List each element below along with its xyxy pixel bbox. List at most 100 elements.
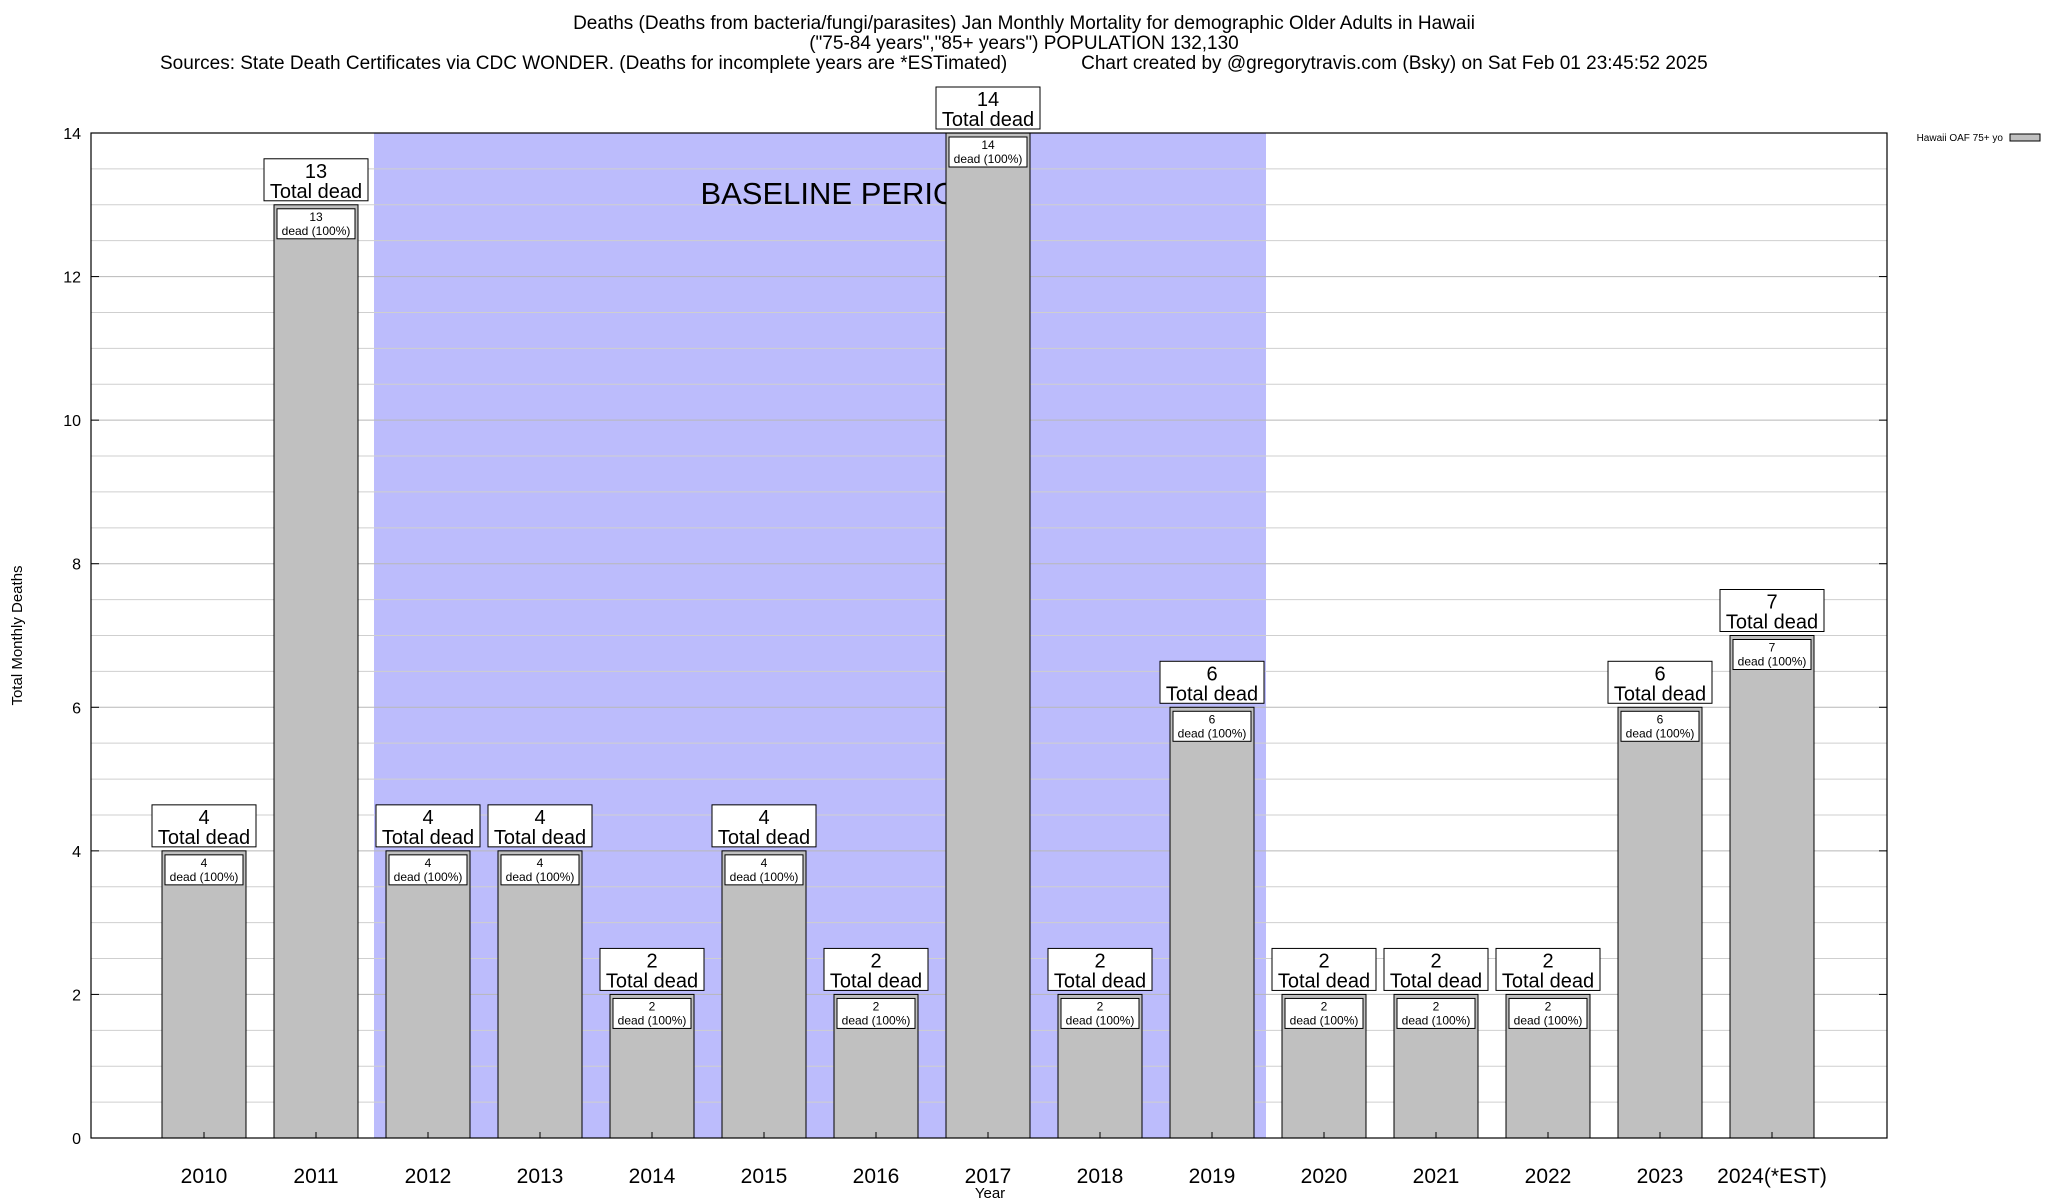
- bar-inner-label-box: [1060, 997, 1140, 1029]
- bar-inner-percent-label: dead (100%): [1626, 726, 1695, 740]
- legend-label: Hawaii OAF 75+ yo: [1917, 133, 2004, 144]
- bar-total-label-box: [599, 947, 705, 991]
- bar-total-value-label: 13: [305, 161, 327, 183]
- bar-inner-label-box: [1508, 997, 1588, 1029]
- bar-total-label-box: [375, 804, 481, 848]
- bar-2010: [161, 850, 247, 1139]
- bar-inner-label-box: [612, 997, 692, 1029]
- bar-inner-label-box: [1732, 639, 1812, 670]
- x-tick-label: 2013: [517, 1165, 564, 1188]
- chart-source-credit-line: Sources: State Death Certificates via CD…: [160, 53, 1708, 74]
- x-tick-label: 2022: [1525, 1165, 1572, 1188]
- bar-inner-label-box: [1396, 997, 1476, 1029]
- bar-inner-value-label: 2: [873, 999, 880, 1013]
- bar-inner-label-box: [164, 854, 244, 886]
- bar-total-value-label: 4: [422, 807, 433, 829]
- bar-total-label-box: [1047, 947, 1153, 991]
- y-tick-label: 4: [72, 844, 81, 861]
- bar-total-text-label: Total dead: [382, 827, 474, 849]
- bar-total-label-box: [823, 947, 929, 991]
- bar-total-label-box: [711, 804, 817, 848]
- bar-inner-percent-label: dead (100%): [1178, 726, 1247, 740]
- plot-frame: [90, 132, 1888, 1139]
- bar-inner-label-box: [276, 208, 356, 240]
- bar-total-label-box: [1719, 589, 1825, 632]
- x-tick-label: 2024(*EST): [1717, 1165, 1827, 1188]
- x-tick-label: 2019: [1189, 1165, 1236, 1188]
- bar-inner-percent-label: dead (100%): [730, 870, 799, 884]
- bar-total-value-label: 7: [1766, 592, 1777, 614]
- bar-inner-label-box: [948, 136, 1028, 168]
- baseline-period-label: BASELINE PERIOD: [700, 176, 979, 211]
- bar-2013: [497, 850, 583, 1139]
- bar-2023: [1617, 706, 1703, 1139]
- x-tick-label: 2020: [1301, 1165, 1348, 1188]
- bar-inner-value-label: 7: [1769, 641, 1776, 655]
- bar-inner-value-label: 4: [201, 856, 208, 870]
- bar-inner-value-label: 4: [761, 856, 768, 870]
- bar-total-text-label: Total dead: [1054, 970, 1146, 992]
- bar-total-text-label: Total dead: [830, 970, 922, 992]
- bar-inner-percent-label: dead (100%): [842, 1013, 911, 1027]
- bar-total-text-label: Total dead: [270, 181, 362, 203]
- bar-total-value-label: 2: [1094, 950, 1105, 972]
- x-tick-label: 2016: [853, 1165, 900, 1188]
- bar-2015: [721, 850, 807, 1139]
- bar-inner-value-label: 6: [1209, 712, 1216, 726]
- bar-total-value-label: 6: [1206, 663, 1217, 685]
- y-tick-label: 8: [72, 557, 81, 574]
- bar-total-text-label: Total dead: [494, 827, 586, 849]
- bar-inner-label-box: [836, 997, 916, 1029]
- x-tick-label: 2017: [965, 1165, 1012, 1188]
- bar-inner-percent-label: dead (100%): [1066, 1013, 1135, 1027]
- x-tick-label: 2015: [741, 1165, 788, 1188]
- bar-total-label-box: [487, 804, 593, 848]
- bar-inner-value-label: 14: [981, 138, 995, 152]
- bar-inner-value-label: 4: [537, 856, 544, 870]
- bar-inner-label-box: [500, 854, 580, 886]
- bar-inner-percent-label: dead (100%): [394, 870, 463, 884]
- y-tick-label: 6: [72, 700, 81, 717]
- bar-inner-value-label: 4: [425, 856, 432, 870]
- bar-inner-percent-label: dead (100%): [1402, 1013, 1471, 1027]
- chart-title-line-1: Deaths (Deaths from bacteria/fungi/paras…: [573, 13, 1475, 34]
- bar-inner-value-label: 6: [1657, 712, 1664, 726]
- bar-total-value-label: 4: [758, 807, 769, 829]
- bar-inner-label-box: [724, 854, 804, 886]
- x-tick-label: 2023: [1637, 1165, 1684, 1188]
- bar-inner-percent-label: dead (100%): [282, 224, 351, 238]
- bar-inner-percent-label: dead (100%): [618, 1013, 687, 1027]
- bar-inner-label-box: [1284, 997, 1364, 1029]
- bar-total-text-label: Total dead: [1278, 970, 1370, 992]
- y-tick-label: 14: [63, 126, 81, 143]
- bar-total-label-box: [1159, 660, 1265, 704]
- x-axis-label: Year: [975, 1185, 1005, 1200]
- bar-2019: [1169, 706, 1255, 1139]
- bar-inner-percent-label: dead (100%): [506, 870, 575, 884]
- bar-total-value-label: 4: [534, 807, 545, 829]
- y-tick-label: 10: [63, 413, 81, 430]
- bar-total-text-label: Total dead: [606, 970, 698, 992]
- bar-inner-value-label: 2: [1097, 999, 1104, 1013]
- bar-total-text-label: Total dead: [1614, 683, 1706, 705]
- x-tick-label: 2010: [181, 1165, 228, 1188]
- x-tick-label: 2012: [405, 1165, 452, 1188]
- bar-2011: [273, 204, 359, 1139]
- bar-inner-percent-label: dead (100%): [170, 870, 239, 884]
- y-tick-label: 0: [72, 1131, 81, 1148]
- bar-inner-value-label: 2: [1545, 999, 1552, 1013]
- bar-inner-value-label: 13: [309, 210, 323, 224]
- bar-total-value-label: 2: [1542, 950, 1553, 972]
- bar-total-text-label: Total dead: [718, 827, 810, 849]
- bar-inner-percent-label: dead (100%): [1738, 655, 1807, 669]
- bar-total-label-box: [1607, 660, 1713, 704]
- x-tick-label: 2021: [1413, 1165, 1460, 1188]
- bar-inner-label-box: [1620, 710, 1700, 742]
- bar-total-value-label: 14: [977, 89, 999, 111]
- bar-total-value-label: 2: [1430, 950, 1441, 972]
- chart-title-line-2: ("75-84 years","85+ years") POPULATION 1…: [809, 33, 1239, 54]
- bar-total-value-label: 4: [198, 807, 209, 829]
- bar-inner-value-label: 2: [1433, 999, 1440, 1013]
- y-tick-label: 12: [63, 270, 81, 287]
